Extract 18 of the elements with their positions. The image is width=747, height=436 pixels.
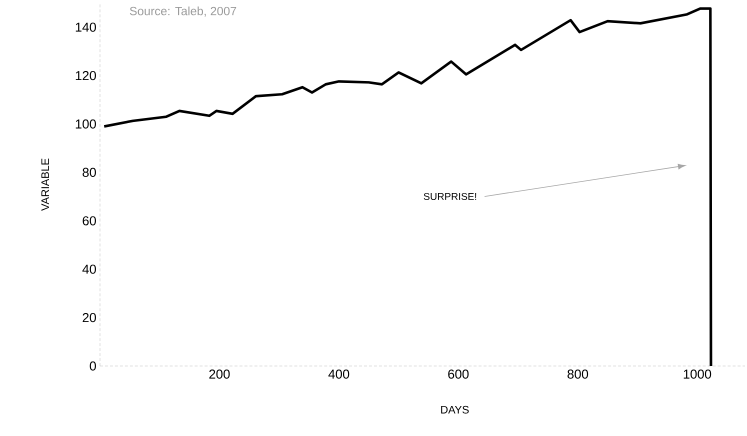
annotation: SURPRISE!	[424, 192, 476, 200]
x-tick-label: 200	[209, 370, 230, 379]
y-tick-label: 80	[82, 168, 96, 177]
y-tick-label: 0	[90, 361, 96, 371]
y-tick-label: 140	[76, 22, 96, 32]
y-tick-label: 20	[82, 313, 96, 322]
y-tick-label: 100	[76, 119, 96, 129]
annotation: Source: Taleb, 2007	[130, 6, 236, 17]
y-tick-label: 120	[76, 71, 96, 80]
y-axis-title: VARIABLE	[41, 158, 49, 211]
x-tick-label: 400	[328, 370, 350, 379]
x-tick-label: 800	[568, 370, 588, 379]
x-tick-label: 600	[448, 370, 469, 379]
x-tick-label: 1000	[684, 370, 712, 379]
y-tick-label: 40	[82, 264, 96, 274]
line-series	[102, 7, 712, 368]
x-axis-title: DAYS	[441, 406, 469, 414]
y-tick-label: 60	[82, 216, 96, 226]
